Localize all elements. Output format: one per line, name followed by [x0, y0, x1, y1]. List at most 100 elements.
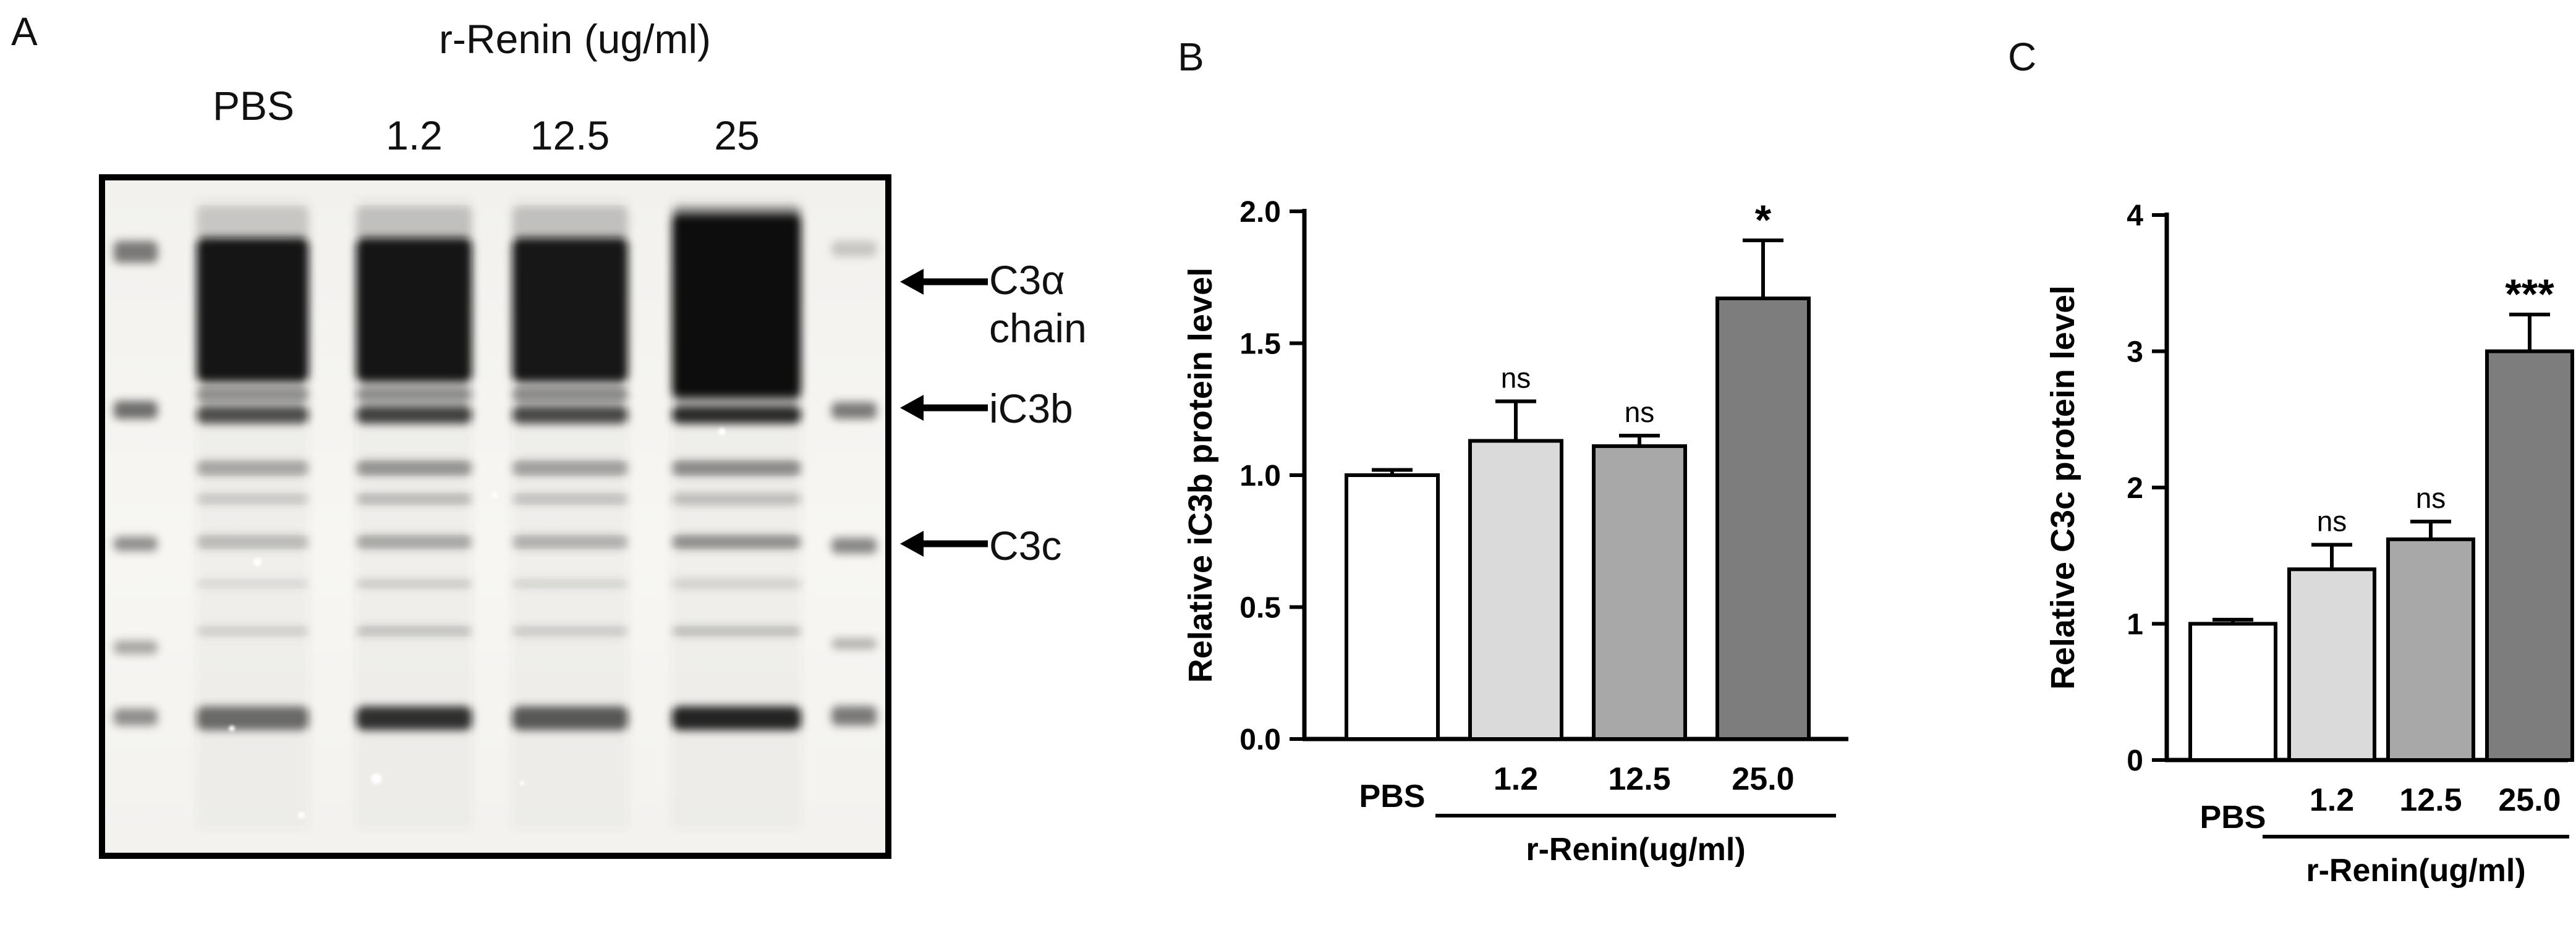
x-tick-label-PBS: PBS	[1359, 779, 1426, 814]
arrow-c3c	[900, 531, 988, 557]
significance-label-12.5: ns	[1625, 396, 1655, 428]
group-label: r-Renin(ug/ml)	[2306, 853, 2525, 889]
panel-c-letter: C	[2008, 35, 2037, 79]
blot-band	[356, 534, 472, 549]
y-tick-label: 1.0	[1239, 460, 1281, 492]
panel-b-letter: B	[1178, 35, 1204, 79]
blot-band	[356, 460, 472, 476]
blot-treatment-header: r-Renin (ug/ml)	[438, 16, 712, 62]
y-tick-label: 0	[2127, 745, 2143, 777]
blot-band	[671, 386, 801, 402]
blot-speckle	[297, 811, 305, 819]
x-tick-label-1.2: 1.2	[2310, 782, 2354, 818]
blot-band	[671, 405, 801, 424]
arrow-ic3b	[900, 395, 988, 421]
y-tick-label: 0.5	[1239, 592, 1281, 625]
blot-bands-layer	[113, 198, 877, 829]
blot-band	[512, 706, 628, 731]
blot-speckle	[492, 492, 498, 499]
group-label: r-Renin(ug/ml)	[1526, 832, 1745, 868]
blot-band	[196, 706, 309, 731]
y-tick-label: 3	[2127, 336, 2143, 369]
blot-band	[671, 534, 801, 549]
y-tick-label: 4	[2127, 200, 2143, 232]
ladder-band-right	[831, 638, 877, 649]
blot-band	[356, 492, 472, 505]
significance-label-1.2: ns	[1501, 361, 1531, 394]
y-tick-label: 1	[2127, 609, 2143, 641]
blot-band	[356, 405, 472, 424]
lane-label-1-2: 1.2	[386, 112, 443, 158]
y-tick-label: 2	[2127, 472, 2143, 505]
ladder-band-left	[113, 640, 158, 654]
blot-band	[512, 386, 628, 402]
blot-band	[356, 706, 472, 731]
blot-band	[196, 492, 309, 505]
significance-label-25.0: ***	[2505, 271, 2554, 318]
blot-band	[196, 578, 309, 589]
blot-band	[512, 405, 628, 424]
blot-band	[196, 206, 309, 240]
western-blot-frame	[99, 174, 891, 859]
band-label-c3a-chain: C3α chain	[989, 257, 1087, 351]
band-label-ic3b: iC3b	[989, 386, 1073, 431]
arrow-c3a-chain	[900, 269, 988, 295]
ladder-band-right	[831, 706, 877, 726]
blot-band	[356, 206, 472, 240]
blot-band	[512, 578, 628, 589]
x-tick-label-25.0: 25.0	[2498, 782, 2561, 818]
blot-band	[671, 578, 801, 589]
blot-speckle	[718, 428, 726, 436]
blot-band	[356, 578, 472, 589]
x-tick-label-25.0: 25.0	[1732, 761, 1794, 797]
y-tick-label: 2.0	[1239, 196, 1281, 229]
blot-speckle	[519, 780, 525, 786]
lane-label-12-5: 12.5	[530, 112, 610, 158]
ladder-band-left	[113, 536, 158, 551]
blot-band	[512, 492, 628, 505]
chart-relative-ic3b: 0.0 0.5 1.0 1.5 2.0 Relative iC3b protein lev…	[1182, 196, 1848, 868]
blot-speckles-layer	[229, 428, 726, 819]
bar-1.2	[1468, 439, 1563, 741]
blot-band	[671, 706, 801, 731]
ladder-band-left	[113, 400, 158, 420]
western-blot-image	[113, 198, 877, 829]
blot-speckle	[253, 557, 262, 567]
bar-25.0	[1715, 296, 1811, 741]
ladder-band-left	[113, 241, 158, 263]
x-tick-label-12.5: 12.5	[2399, 782, 2462, 818]
blot-band	[512, 206, 628, 240]
blot-band	[356, 625, 472, 637]
bar-12.5	[2386, 537, 2475, 762]
band-label-c3c: C3c	[989, 523, 1062, 568]
lane-label-pbs: PBS	[212, 83, 295, 129]
y-tick-label: 1.5	[1239, 328, 1281, 361]
y-axis-label: Relative iC3b protein level	[1182, 268, 1219, 683]
blot-band	[356, 238, 472, 382]
blot-band	[512, 460, 628, 476]
blot-band	[671, 214, 801, 397]
y-axis-label: Relative C3c protein level	[2044, 285, 2081, 690]
chart-relative-c3c: 0 1 2 3 4 Relative C3c protein level PBS ns 1.2 n…	[2044, 200, 2574, 889]
y-tick-label: 0.0	[1239, 724, 1281, 756]
x-tick-label-1.2: 1.2	[1494, 761, 1538, 797]
significance-label-25.0: *	[1755, 196, 1772, 243]
blot-speckle	[229, 725, 236, 732]
blot-band	[512, 534, 628, 549]
blot-band	[671, 460, 801, 476]
bar-1.2	[2287, 567, 2376, 762]
ladder-band-right	[831, 538, 877, 554]
bar-25.0	[2485, 349, 2574, 762]
significance-label-12.5: ns	[2416, 482, 2446, 514]
blot-band	[196, 460, 309, 476]
significance-label-1.2: ns	[2317, 505, 2347, 538]
blot-speckle	[370, 773, 382, 785]
blot-band	[196, 405, 309, 424]
panel-a-letter: A	[11, 9, 38, 54]
blot-band	[512, 238, 628, 382]
ladder-band-right	[831, 402, 877, 420]
lane-label-25: 25	[714, 112, 760, 158]
blot-band	[196, 386, 309, 402]
blot-band	[356, 386, 472, 402]
